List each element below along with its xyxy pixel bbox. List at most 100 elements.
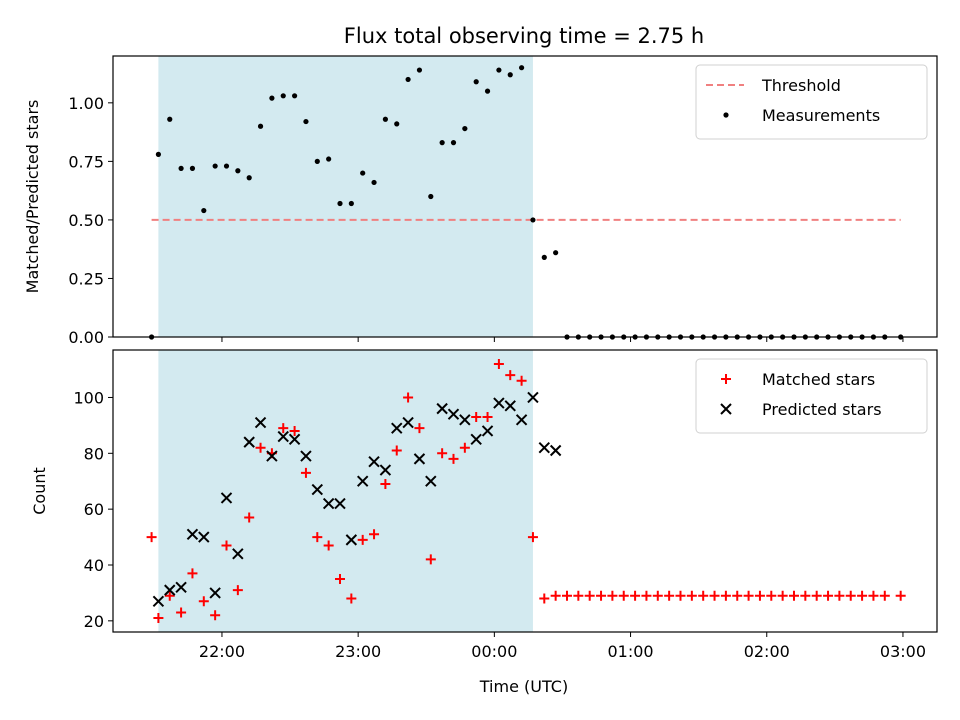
data-point — [527, 391, 539, 404]
chart-title: Flux total observing time = 2.75 h — [344, 24, 704, 48]
data-point — [323, 540, 334, 551]
data-point — [164, 584, 176, 596]
data-point — [210, 610, 221, 621]
data-point — [291, 93, 298, 99]
data-point — [473, 79, 479, 85]
data-point — [357, 534, 368, 545]
data-point — [368, 455, 380, 468]
data-point — [212, 163, 218, 169]
data-point — [425, 554, 436, 565]
data-point — [198, 596, 209, 607]
data-point — [530, 217, 536, 223]
data-point — [379, 464, 392, 476]
legend-dot-swatch — [723, 112, 729, 118]
data-point — [266, 450, 278, 462]
y-tick-label: 40 — [84, 556, 104, 575]
data-point — [348, 200, 354, 207]
data-point — [459, 442, 470, 453]
data-point — [527, 532, 538, 543]
data-point — [493, 358, 504, 369]
data-point — [380, 479, 391, 490]
legend-x-swatch — [720, 403, 732, 415]
data-point — [178, 165, 184, 171]
data-point — [277, 430, 289, 443]
data-point — [257, 123, 264, 129]
data-point — [428, 193, 434, 200]
data-point — [186, 528, 199, 540]
data-point — [743, 590, 754, 601]
data-point — [482, 412, 493, 423]
data-point — [541, 254, 547, 260]
data-point — [413, 453, 426, 465]
y-tick-label: 0.50 — [68, 211, 104, 230]
data-point — [515, 414, 528, 426]
x-tick-label: 00:00 — [471, 642, 517, 661]
data-point — [356, 475, 369, 487]
data-point — [232, 548, 244, 560]
x-tick-label: 23:00 — [335, 642, 381, 661]
data-point — [561, 590, 572, 601]
data-point — [201, 207, 207, 214]
data-point — [516, 375, 527, 386]
data-point — [709, 590, 720, 601]
data-point — [425, 475, 437, 487]
data-point — [416, 67, 423, 73]
data-point — [269, 95, 275, 101]
data-point — [505, 370, 516, 381]
data-point — [470, 433, 482, 446]
x-tick-label: 22:00 — [199, 642, 245, 661]
data-point — [664, 590, 675, 601]
data-point — [255, 442, 266, 453]
y-tick-label: 0.25 — [68, 269, 104, 288]
data-point — [314, 158, 320, 164]
data-point — [447, 408, 460, 420]
y-tick-label: 80 — [84, 444, 104, 463]
data-point — [334, 497, 346, 510]
data-point — [300, 467, 311, 478]
data-point — [698, 590, 709, 601]
data-point — [507, 72, 513, 78]
data-point — [437, 448, 448, 459]
data-point — [189, 165, 196, 171]
x-tick-label: 03:00 — [880, 642, 926, 661]
y-tick-label: 0.00 — [68, 328, 104, 347]
data-point — [895, 590, 906, 601]
data-point — [493, 397, 505, 409]
data-point — [155, 151, 161, 157]
data-point — [223, 163, 230, 169]
data-point — [484, 88, 491, 94]
data-point — [436, 402, 448, 415]
data-point — [641, 590, 652, 601]
data-point — [811, 590, 822, 601]
data-point — [371, 179, 377, 186]
data-point — [414, 423, 425, 434]
data-point — [405, 76, 411, 83]
y-tick-label: 0.75 — [68, 152, 104, 171]
data-point — [322, 497, 335, 510]
axes-frame — [112, 349, 938, 633]
data-point — [280, 93, 286, 99]
legend-label: Matched stars — [762, 370, 875, 389]
y-axis-label: Count — [30, 467, 49, 515]
data-point — [879, 590, 890, 601]
data-point — [334, 573, 345, 584]
data-point — [538, 442, 551, 454]
observing-window-span — [158, 56, 533, 337]
data-point — [394, 121, 400, 127]
data-point — [868, 590, 879, 601]
x-axis-label: Time (UTC) — [479, 677, 568, 696]
count-panel: 20 40 60 80 100 22:00 23:00 00:00 01:00 02:00 03:0… — [30, 349, 938, 661]
data-point — [618, 590, 629, 601]
data-point — [209, 587, 221, 599]
y-axis-label: Matched/Predicted stars — [23, 100, 42, 294]
data-point — [596, 590, 607, 601]
data-point — [553, 250, 559, 256]
data-point — [607, 590, 618, 601]
data-point — [754, 590, 765, 601]
legend-label: Predicted stars — [762, 400, 882, 419]
data-point — [459, 414, 471, 426]
data-point — [834, 590, 845, 601]
data-point — [246, 175, 252, 181]
data-point — [152, 595, 165, 607]
y-tick-label: 1.00 — [68, 94, 104, 113]
